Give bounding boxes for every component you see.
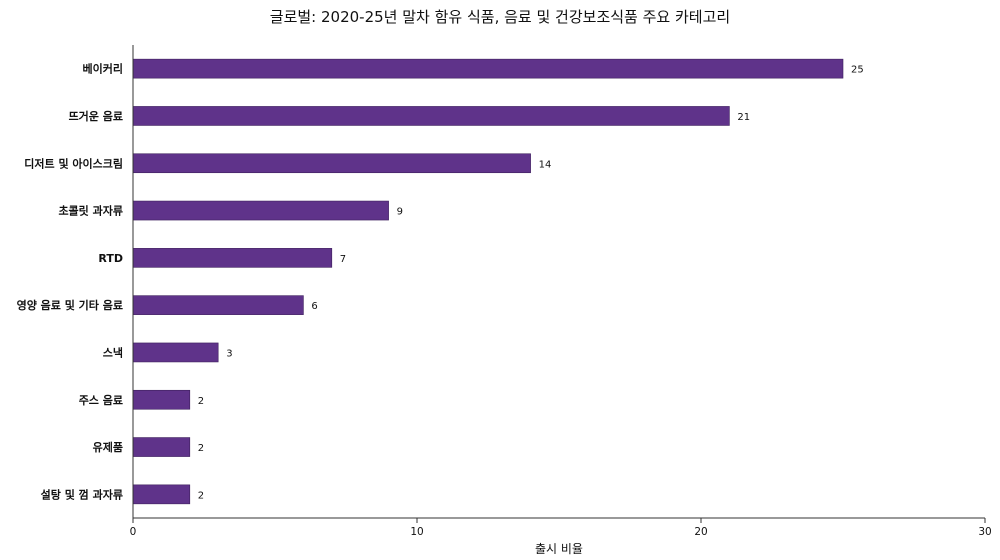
value-label-9: 2: [198, 490, 204, 501]
value-label-6: 3: [226, 348, 232, 359]
value-label-7: 2: [198, 396, 204, 407]
category-label-2: 디저트 및 아이스크림: [24, 156, 123, 170]
category-label-6: 스낵: [103, 345, 123, 359]
value-label-5: 6: [311, 301, 317, 312]
category-label-8: 유제품: [93, 440, 123, 454]
bar-6: [132, 342, 219, 363]
category-label-4: RTD: [98, 252, 123, 265]
bar-4: [132, 248, 333, 268]
bar-8: [132, 437, 191, 457]
bars-layer: [132, 58, 844, 505]
x-tick-label-3: 30: [978, 526, 991, 538]
category-label-7: 주스 음료: [79, 394, 123, 407]
bar-9: [132, 484, 191, 505]
value-label-8: 2: [198, 443, 204, 454]
category-label-5: 영양 음료 및 기타 음료: [17, 298, 123, 312]
value-label-1: 21: [737, 112, 750, 123]
bar-1: [132, 106, 730, 126]
category-label-0: 베이커리: [83, 62, 123, 76]
x-axis-title: 출시 비율: [535, 542, 583, 556]
x-tick-label-0: 0: [130, 526, 137, 538]
chart-title: 글로벌: 2020-25년 말차 함유 식품, 음료 및 건강보조식품 주요 카…: [269, 8, 731, 26]
category-label-9: 설탕 및 껌 과자류: [41, 487, 123, 501]
x-tick-label-2: 20: [694, 526, 707, 538]
bar-2: [132, 153, 531, 174]
value-label-4: 7: [340, 254, 346, 265]
bar-5: [132, 295, 304, 315]
category-label-1: 뜨거운 음료: [69, 109, 123, 123]
value-label-0: 25: [851, 65, 864, 76]
bar-3: [132, 200, 389, 221]
x-tick-label-1: 10: [410, 526, 423, 538]
bar-7: [132, 389, 191, 410]
axes-layer: 베이커리 25 뜨거운 음료 21 디저트 및 아이스크림 14 초콜릿 과자류 9 RTD 7 영…: [17, 45, 992, 556]
value-label-2: 14: [539, 159, 552, 170]
value-label-3: 9: [397, 207, 403, 218]
category-label-3: 초콜릿 과자류: [58, 204, 123, 218]
bar-0: [132, 58, 844, 79]
